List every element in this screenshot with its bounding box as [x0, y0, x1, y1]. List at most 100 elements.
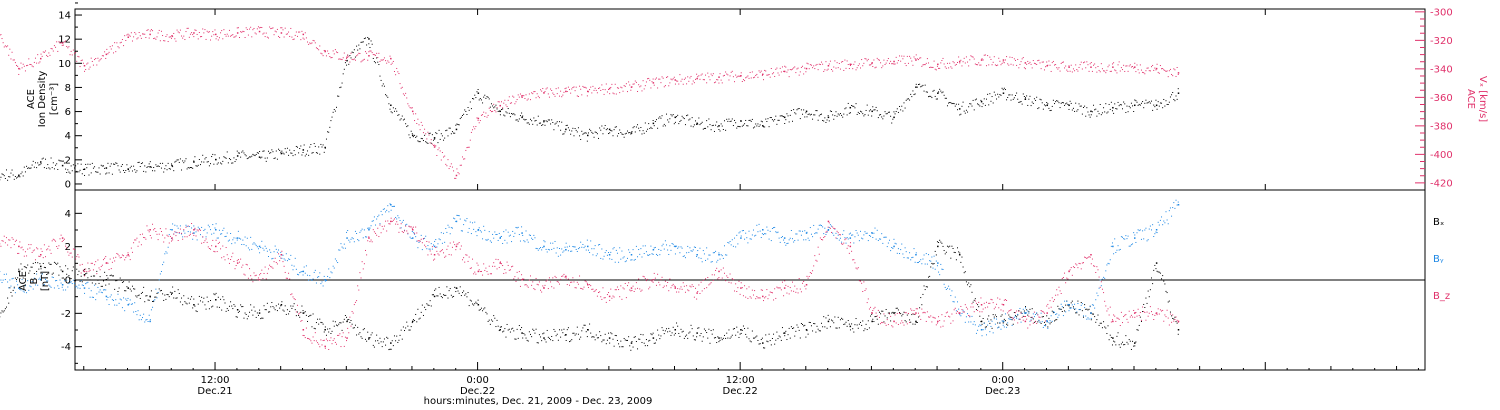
vx-sample [631, 86, 633, 88]
bx-sample [732, 328, 734, 330]
density-point [1090, 110, 1092, 113]
density-sample [1161, 102, 1163, 104]
by-sample [1076, 311, 1078, 313]
bz-sample [97, 259, 99, 261]
vx-sample [183, 35, 185, 37]
vx-sample [954, 64, 956, 66]
density-sample [917, 83, 919, 85]
vx-sample [185, 31, 187, 33]
density-sample [348, 63, 350, 65]
bz-sample [66, 247, 68, 249]
vx-sample [667, 76, 669, 78]
by-sample [894, 242, 896, 244]
by-point [411, 237, 414, 239]
vx-sample [759, 71, 761, 73]
density-sample [96, 171, 98, 173]
density-sample [82, 168, 84, 170]
bx-sample [548, 337, 550, 339]
bx-sample [1081, 310, 1083, 312]
vx-sample [51, 48, 53, 50]
by-sample [282, 254, 284, 256]
by-sample [713, 252, 715, 254]
density-sample [104, 167, 106, 169]
vx-sample [540, 89, 542, 91]
bz-point [477, 270, 480, 273]
bx-sample [1145, 297, 1147, 299]
bz-sample [1, 240, 3, 242]
by-sample [438, 238, 440, 240]
by-sample [854, 236, 856, 238]
vx-sample [1103, 70, 1105, 72]
vx-sample [816, 63, 818, 65]
bx-sample [946, 245, 948, 247]
vx-sample [26, 65, 28, 67]
density-sample [608, 133, 610, 135]
by-sample [1050, 315, 1052, 317]
vx-sample [1177, 73, 1179, 75]
bx-sample [486, 313, 488, 315]
vx-point [302, 33, 305, 36]
bx-sample [1023, 310, 1025, 312]
by-sample [1049, 320, 1051, 322]
bx-sample [1056, 319, 1058, 321]
vx-sample [450, 163, 452, 165]
bx-sample [48, 262, 50, 264]
vx-sample [677, 80, 679, 82]
bx-point [302, 312, 305, 314]
density-sample [985, 98, 987, 100]
bx-sample [208, 308, 210, 310]
by-sample [1008, 318, 1010, 320]
bx-sample [954, 252, 956, 254]
vx-sample [880, 62, 882, 64]
by-sample [741, 230, 743, 232]
vx-sample [1163, 69, 1165, 71]
bx-sample [641, 341, 643, 343]
by-sample [81, 284, 83, 286]
vx-sample [951, 67, 953, 69]
bz-sample [48, 245, 50, 247]
density-sample [214, 154, 216, 156]
vx-sample [857, 65, 859, 67]
by-sample [349, 241, 351, 243]
bx-sample [992, 314, 994, 316]
vx-sample [1, 38, 3, 40]
vx-sample [320, 52, 322, 54]
density-sample [263, 150, 265, 152]
vx-sample [728, 79, 730, 81]
density-sample [1064, 104, 1066, 106]
density-sample [299, 148, 301, 150]
bx-sample [334, 321, 336, 323]
bx-sample [951, 245, 953, 247]
density-sample [1079, 105, 1081, 107]
bx-point [193, 304, 195, 306]
bx-sample [960, 261, 962, 263]
by-sample [923, 254, 925, 256]
by-sample [233, 237, 235, 239]
bx-sample [815, 331, 817, 333]
density-sample [793, 109, 795, 111]
vx-sample [291, 36, 293, 38]
density-sample [385, 94, 387, 96]
vx-sample [679, 74, 681, 76]
bx-sample [655, 339, 657, 341]
density-sample [895, 110, 897, 112]
bx-sample [288, 313, 290, 315]
vx-sample [77, 55, 79, 57]
bx-point [696, 332, 698, 334]
density-sample [576, 131, 578, 133]
bx-sample [565, 339, 567, 341]
density-sample [378, 64, 380, 66]
bx-point [499, 329, 501, 331]
vx-sample [671, 79, 673, 81]
by-sample [593, 248, 595, 250]
density-point [1002, 92, 1005, 94]
density-sample [53, 168, 55, 170]
bx-sample [296, 311, 298, 313]
vx-sample [136, 38, 138, 40]
density-sample [435, 132, 437, 134]
vx-sample [339, 58, 341, 60]
density-sample [1105, 103, 1107, 105]
vx-point [740, 74, 742, 77]
vx-sample [662, 77, 664, 79]
density-sample [746, 125, 748, 127]
